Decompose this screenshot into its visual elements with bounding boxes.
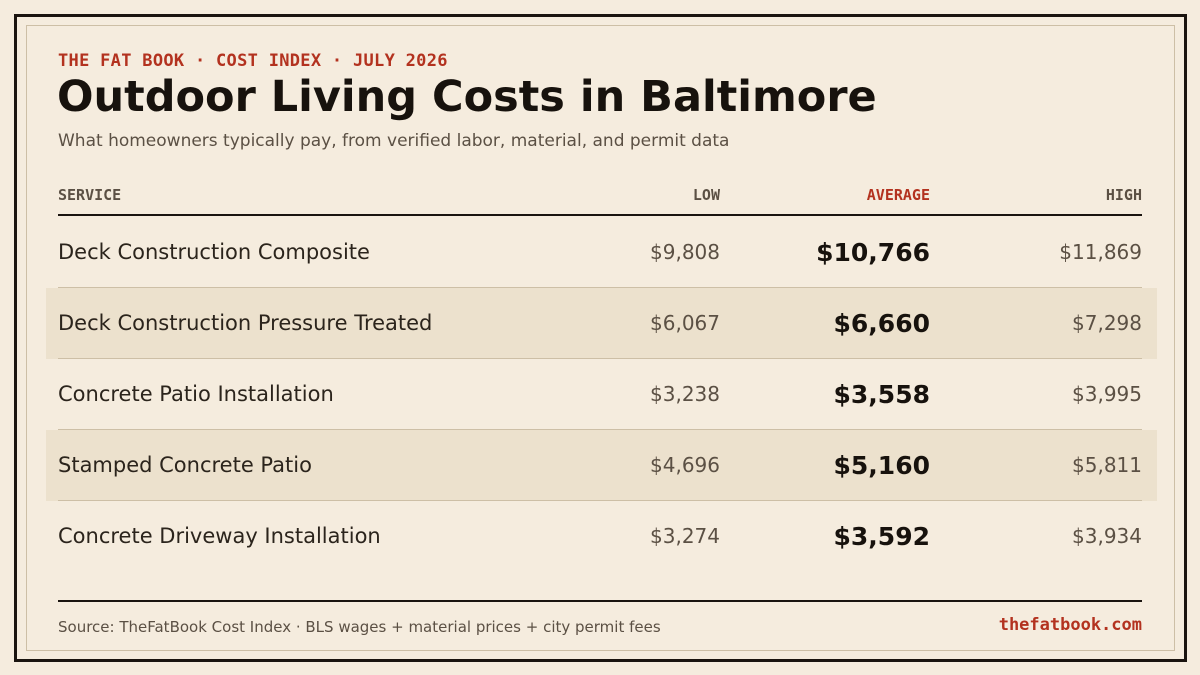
average-cost: $3,592 xyxy=(833,522,930,551)
row-divider xyxy=(58,287,1142,288)
page-title: Outdoor Living Costs in Baltimore xyxy=(57,72,877,122)
high-cost: $7,298 xyxy=(1072,311,1142,335)
page-subtitle: What homeowners typically pay, from veri… xyxy=(58,131,730,151)
inner-frame xyxy=(26,25,1175,651)
service-name: Deck Construction Pressure Treated xyxy=(58,311,433,335)
footer-rule xyxy=(58,600,1142,602)
service-name: Stamped Concrete Patio xyxy=(58,453,312,477)
kicker-text: THE FAT BOOK · COST INDEX · JULY 2026 xyxy=(58,51,448,71)
service-name: Deck Construction Composite xyxy=(58,240,370,264)
high-cost: $11,869 xyxy=(1059,240,1142,264)
row-divider xyxy=(58,429,1142,430)
table-row: Deck Construction Composite $9,808 $10,7… xyxy=(46,217,1157,288)
outer-frame xyxy=(14,14,1187,662)
column-header-average: AVERAGE xyxy=(866,186,930,204)
column-header-high: HIGH xyxy=(1105,186,1142,204)
service-name: Concrete Patio Installation xyxy=(58,382,334,406)
service-name: Concrete Driveway Installation xyxy=(58,524,381,548)
column-header-service: SERVICE xyxy=(58,186,122,204)
average-cost: $3,558 xyxy=(833,380,930,409)
table-row: Concrete Patio Installation $3,238 $3,55… xyxy=(46,359,1157,430)
average-cost: $10,766 xyxy=(816,238,930,267)
low-cost: $6,067 xyxy=(650,311,720,335)
high-cost: $5,811 xyxy=(1072,453,1142,477)
low-cost: $3,274 xyxy=(650,524,720,548)
table-row: Concrete Driveway Installation $3,274 $3… xyxy=(46,501,1157,572)
column-header-low: LOW xyxy=(692,186,720,204)
high-cost: $3,934 xyxy=(1072,524,1142,548)
table-row: Deck Construction Pressure Treated $6,06… xyxy=(46,288,1157,359)
low-cost: $3,238 xyxy=(650,382,720,406)
high-cost: $3,995 xyxy=(1072,382,1142,406)
average-cost: $5,160 xyxy=(833,451,930,480)
header-rule xyxy=(58,214,1142,216)
row-divider xyxy=(58,500,1142,501)
average-cost: $6,660 xyxy=(833,309,930,338)
low-cost: $9,808 xyxy=(650,240,720,264)
table-row: Stamped Concrete Patio $4,696 $5,160 $5,… xyxy=(46,430,1157,501)
site-link[interactable]: thefatbook.com xyxy=(998,615,1142,635)
source-note: Source: TheFatBook Cost Index · BLS wage… xyxy=(58,618,661,636)
low-cost: $4,696 xyxy=(650,453,720,477)
row-divider xyxy=(58,358,1142,359)
